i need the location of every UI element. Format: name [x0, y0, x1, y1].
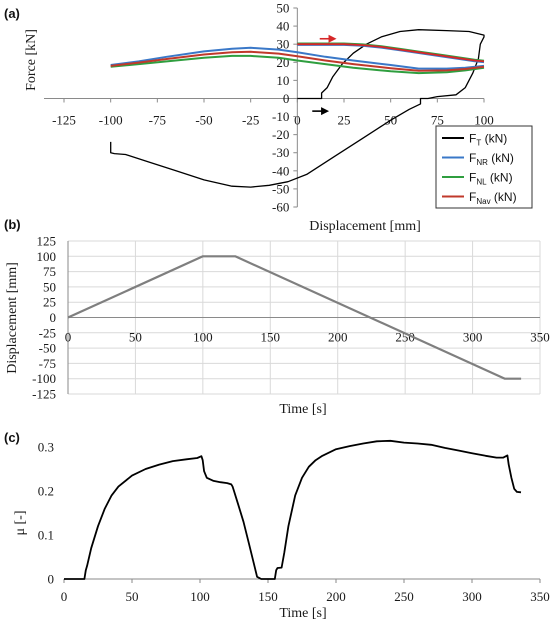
legend-text-subscript: NR	[476, 158, 488, 167]
legend-box	[435, 125, 533, 209]
x-tick-label: 200	[326, 589, 346, 604]
x-tick-label: -25	[242, 112, 259, 127]
x-axis-title: Displacement [mm]	[309, 219, 421, 234]
legend-entry-1: FT (kN)	[469, 132, 507, 148]
x-tick-label: 0	[61, 589, 68, 604]
y-tick-label: -50	[39, 341, 56, 356]
legend-entry-2: FNR (kN)	[469, 151, 514, 167]
y-tick-label: 40	[276, 19, 289, 34]
legend-text-unit: (kN)	[487, 171, 513, 185]
x-tick-label: -75	[149, 112, 166, 127]
x-tick-label: 100	[190, 589, 210, 604]
legend-text-main: F	[469, 151, 476, 165]
x-tick-label: -100	[99, 112, 123, 127]
y-axis-title: μ [-]	[13, 511, 28, 536]
series-line-3	[110, 54, 485, 75]
y-tick-label: -20	[272, 127, 289, 142]
x-axis-title: Time [s]	[279, 606, 326, 621]
y-tick-label: 100	[37, 249, 57, 264]
y-axis-title: Force [kN]	[24, 29, 39, 91]
y-tick-label: 50	[43, 279, 56, 294]
x-tick-label: 75	[431, 112, 444, 127]
legend-text-unit: (kN)	[491, 190, 517, 204]
arrow-head-1	[328, 34, 337, 43]
y-tick-label: -25	[39, 325, 56, 340]
y-tick-label: 50	[276, 1, 289, 16]
y-tick-label: -40	[272, 163, 289, 178]
x-tick-label: 250	[394, 589, 414, 604]
series-line-1	[64, 439, 522, 580]
series-line-2	[110, 46, 485, 70]
y-axis-title: Displacement [mm]	[5, 262, 20, 374]
series-line-1	[110, 29, 485, 188]
x-tick-label: 150	[261, 330, 281, 345]
y-tick-label: 0	[283, 91, 290, 106]
y-tick-label: -100	[32, 371, 56, 386]
y-tick-label: 0.2	[38, 484, 54, 499]
y-tick-label: 125	[37, 234, 57, 249]
upper-branch-line-3	[297, 43, 485, 63]
legend-text-subscript: T	[476, 139, 481, 148]
legend-text-unit: (kN)	[481, 132, 507, 146]
x-tick-label: 100	[193, 330, 213, 345]
x-tick-label: 300	[462, 589, 482, 604]
legend-text-subscript: Nav	[476, 197, 490, 206]
legend-text-main: F	[469, 171, 476, 185]
legend-entry-3: FNL (kN)	[469, 171, 513, 187]
x-tick-label: 300	[463, 330, 483, 345]
x-tick-label: 350	[530, 330, 550, 345]
arrow-head-2	[321, 107, 330, 116]
y-tick-label: 10	[276, 73, 289, 88]
legend-text-main: F	[469, 190, 476, 204]
y-tick-label: 0.3	[38, 440, 54, 455]
y-tick-label: 25	[43, 295, 56, 310]
y-tick-label: -30	[272, 145, 289, 160]
x-tick-label: 0	[65, 330, 72, 345]
panel-label: (b)	[4, 217, 21, 232]
panel-c-friction-time: (c) 0 50 100 150 200 250 300 350 0 0.1 0.2 0.3 Time […	[4, 430, 550, 621]
y-tick-label: 30	[276, 37, 289, 52]
y-tick-label: -50	[272, 181, 289, 196]
panel-label: (a)	[4, 6, 20, 21]
x-tick-label: 350	[530, 589, 550, 604]
y-tick-label: -125	[32, 387, 56, 402]
y-tick-label: 0	[48, 572, 55, 587]
y-tick-label: 0	[50, 310, 57, 325]
x-tick-label: 150	[258, 589, 278, 604]
x-tick-label: 200	[328, 330, 348, 345]
y-tick-label: -75	[39, 356, 56, 371]
y-tick-label: 75	[43, 264, 56, 279]
series-line-1	[67, 255, 522, 380]
x-tick-label: -125	[52, 112, 76, 127]
x-tick-label: 0	[294, 112, 301, 127]
y-tick-label: 0.1	[38, 528, 54, 543]
x-tick-label: 100	[474, 112, 494, 127]
x-axis-title: Time [s]	[279, 402, 326, 417]
legend-entry-4: FNav (kN)	[469, 190, 517, 206]
x-tick-label: 250	[395, 330, 415, 345]
x-tick-label: -50	[195, 112, 212, 127]
x-tick-label: 25	[338, 112, 351, 127]
x-tick-label: 50	[129, 330, 142, 345]
y-tick-label: -60	[272, 200, 289, 215]
x-tick-label: 50	[126, 589, 139, 604]
series-line-4	[110, 50, 485, 72]
y-tick-label: -10	[272, 109, 289, 124]
legend-text-subscript: NL	[476, 178, 487, 187]
legend-text-main: F	[469, 132, 476, 146]
legend-text-unit: (kN)	[488, 151, 514, 165]
panel-label: (c)	[4, 430, 20, 445]
panel-a-force-displacement: (a)-125 -100 -75 -50 -25 0 25 50 75 100-60-50-40-…	[4, 1, 533, 234]
